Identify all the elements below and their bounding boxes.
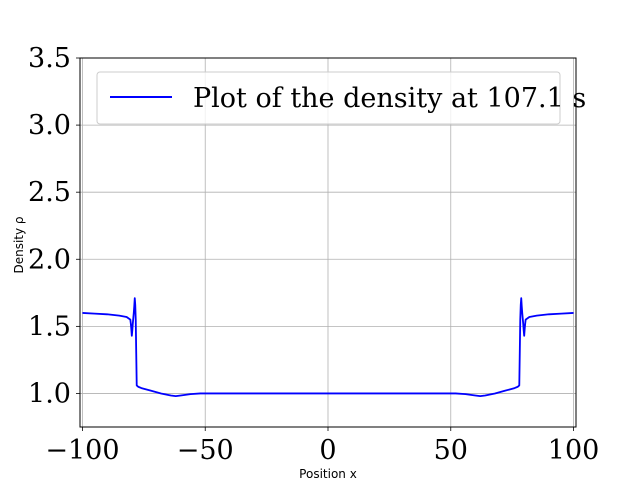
legend: Plot of the density at 107.1 s <box>96 71 586 125</box>
y-tick-label: 3.5 <box>28 43 71 74</box>
y-tick-label: 3.0 <box>28 110 71 141</box>
x-tick-label: −50 <box>177 435 234 466</box>
x-tick-label: 0 <box>319 435 336 466</box>
series-layer <box>82 297 574 398</box>
x-tick-label: 50 <box>434 435 468 466</box>
y-tick-label: 1.0 <box>28 378 71 409</box>
density-series-line <box>82 297 574 398</box>
y-axis-ticks: 1.0 1.5 2.0 2.5 3.0 3.5 <box>28 43 80 409</box>
x-axis-ticks: −100 −50 0 50 100 <box>45 427 599 466</box>
x-tick-label: 100 <box>548 435 600 466</box>
y-tick-label: 2.5 <box>28 177 71 208</box>
x-axis-label: Position x <box>299 467 357 480</box>
y-axis-label: Density ρ <box>12 216 26 273</box>
y-tick-label: 1.5 <box>28 311 71 342</box>
y-tick-label: 2.0 <box>28 244 71 275</box>
x-tick-label: −100 <box>45 435 119 466</box>
legend-label: Plot of the density at 107.1 s <box>193 83 586 114</box>
legend-box <box>96 71 561 125</box>
